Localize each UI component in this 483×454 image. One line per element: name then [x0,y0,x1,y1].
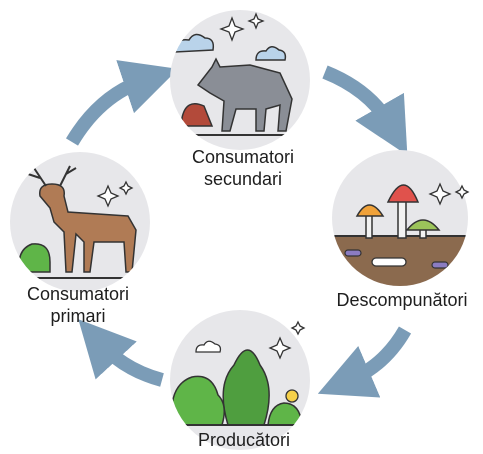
node-illustration [165,10,315,150]
node-illustration [330,150,470,296]
node-label: Producători [198,430,290,450]
diagram: Consumatori secundari Descompunători [0,0,483,454]
node-label: Descompunători [336,290,467,310]
node-label: Consumatori [192,147,294,167]
arrow [102,345,162,380]
arrow [325,72,390,125]
node-label: primari [50,306,105,326]
arrow [72,80,145,142]
page: Consumatori secundari Descompunători [0,0,483,454]
node-illustration [10,152,150,292]
node-label: Consumatori [27,284,129,304]
node-illustration [160,310,320,450]
node-label: secundari [204,169,282,189]
arrow [350,330,405,380]
